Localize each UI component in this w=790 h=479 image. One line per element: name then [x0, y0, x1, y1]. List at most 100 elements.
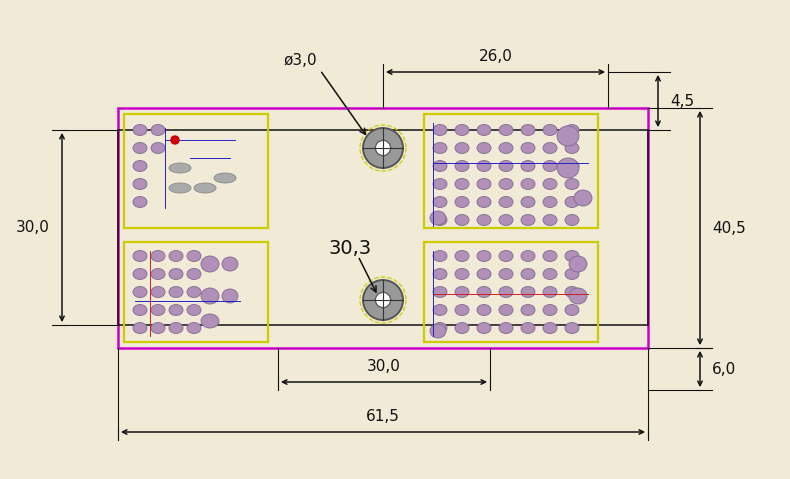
Ellipse shape	[133, 196, 147, 207]
Ellipse shape	[499, 179, 513, 190]
Text: 6,0: 6,0	[712, 362, 736, 376]
Ellipse shape	[477, 286, 491, 297]
Ellipse shape	[169, 322, 183, 333]
Ellipse shape	[433, 125, 447, 136]
Ellipse shape	[543, 196, 557, 207]
Ellipse shape	[477, 251, 491, 262]
Ellipse shape	[169, 183, 191, 193]
Ellipse shape	[151, 125, 165, 136]
Ellipse shape	[201, 314, 219, 328]
Circle shape	[375, 140, 390, 156]
Text: 61,5: 61,5	[366, 409, 400, 424]
Ellipse shape	[543, 322, 557, 333]
Circle shape	[171, 136, 179, 144]
Ellipse shape	[543, 286, 557, 297]
Ellipse shape	[169, 163, 191, 173]
Ellipse shape	[521, 215, 535, 226]
Ellipse shape	[455, 286, 469, 297]
Ellipse shape	[169, 269, 183, 280]
Ellipse shape	[433, 196, 447, 207]
Ellipse shape	[499, 322, 513, 333]
Ellipse shape	[433, 269, 447, 280]
Ellipse shape	[151, 305, 165, 316]
Ellipse shape	[565, 322, 579, 333]
Ellipse shape	[430, 324, 446, 338]
Ellipse shape	[521, 251, 535, 262]
Ellipse shape	[133, 125, 147, 136]
Ellipse shape	[187, 286, 201, 297]
Ellipse shape	[151, 286, 165, 297]
Bar	[424, 242, 598, 342]
Ellipse shape	[455, 305, 469, 316]
Ellipse shape	[499, 215, 513, 226]
Ellipse shape	[574, 190, 592, 206]
Ellipse shape	[499, 269, 513, 280]
Ellipse shape	[222, 289, 238, 303]
Ellipse shape	[569, 288, 587, 304]
Ellipse shape	[499, 160, 513, 171]
Ellipse shape	[499, 251, 513, 262]
Ellipse shape	[565, 160, 579, 171]
Ellipse shape	[433, 179, 447, 190]
Ellipse shape	[433, 305, 447, 316]
Ellipse shape	[187, 251, 201, 262]
Ellipse shape	[477, 305, 491, 316]
Ellipse shape	[565, 142, 579, 153]
Ellipse shape	[543, 269, 557, 280]
Ellipse shape	[477, 196, 491, 207]
Ellipse shape	[133, 142, 147, 153]
Ellipse shape	[499, 196, 513, 207]
Ellipse shape	[569, 256, 587, 272]
Bar	[424, 114, 598, 228]
Ellipse shape	[543, 142, 557, 153]
Ellipse shape	[543, 125, 557, 136]
Ellipse shape	[521, 322, 535, 333]
Ellipse shape	[133, 251, 147, 262]
Ellipse shape	[499, 142, 513, 153]
Ellipse shape	[430, 211, 446, 225]
Ellipse shape	[477, 179, 491, 190]
Ellipse shape	[455, 196, 469, 207]
Ellipse shape	[565, 269, 579, 280]
Ellipse shape	[455, 322, 469, 333]
Ellipse shape	[222, 257, 238, 271]
Ellipse shape	[477, 322, 491, 333]
Ellipse shape	[151, 142, 165, 153]
Ellipse shape	[565, 179, 579, 190]
Circle shape	[363, 128, 403, 168]
Ellipse shape	[521, 179, 535, 190]
Ellipse shape	[455, 179, 469, 190]
Ellipse shape	[455, 269, 469, 280]
Ellipse shape	[201, 256, 219, 272]
Ellipse shape	[151, 269, 165, 280]
Ellipse shape	[543, 160, 557, 171]
Ellipse shape	[477, 215, 491, 226]
Text: 30,0: 30,0	[16, 220, 50, 235]
Ellipse shape	[477, 125, 491, 136]
Bar	[118, 108, 648, 348]
Ellipse shape	[543, 179, 557, 190]
Ellipse shape	[521, 142, 535, 153]
Ellipse shape	[187, 322, 201, 333]
Ellipse shape	[521, 196, 535, 207]
Ellipse shape	[133, 160, 147, 171]
Circle shape	[375, 292, 390, 308]
Text: 4,5: 4,5	[670, 93, 694, 109]
Bar	[118, 130, 648, 325]
Ellipse shape	[521, 125, 535, 136]
Ellipse shape	[133, 322, 147, 333]
Ellipse shape	[169, 286, 183, 297]
Ellipse shape	[187, 305, 201, 316]
Ellipse shape	[214, 173, 236, 183]
Text: 26,0: 26,0	[479, 49, 513, 64]
Ellipse shape	[543, 251, 557, 262]
Ellipse shape	[565, 215, 579, 226]
Ellipse shape	[543, 305, 557, 316]
Ellipse shape	[565, 305, 579, 316]
Ellipse shape	[565, 125, 579, 136]
Ellipse shape	[557, 158, 579, 178]
Ellipse shape	[521, 286, 535, 297]
Ellipse shape	[433, 251, 447, 262]
Ellipse shape	[169, 251, 183, 262]
Ellipse shape	[433, 286, 447, 297]
